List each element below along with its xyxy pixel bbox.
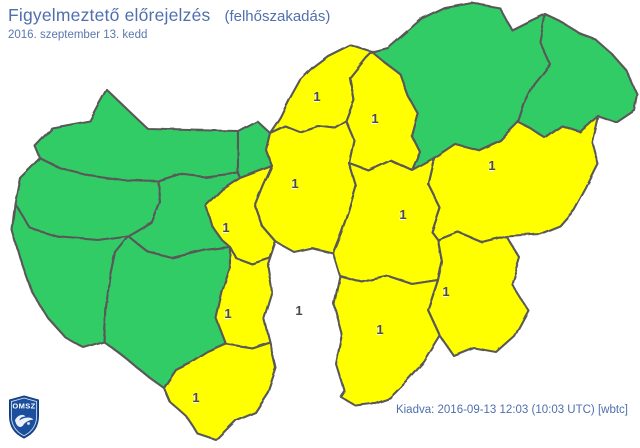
- warning-level-label-bacs-kiskun: 1: [295, 303, 302, 318]
- warning-type-label: (felhőszakadás): [224, 8, 331, 25]
- county-baranya[interactable]: [162, 340, 278, 442]
- county-tolna[interactable]: [214, 240, 278, 350]
- warning-level-label-bekes: 1: [442, 284, 449, 299]
- logo-inner-line: [11, 397, 37, 437]
- warning-level-label-csongrad: 1: [376, 322, 383, 337]
- logo-text: OMSZ: [12, 402, 35, 411]
- county-gyor-moson-sopron[interactable]: [33, 88, 240, 183]
- warning-level-label-fejer: 1: [222, 220, 229, 235]
- warning-level-label-tolna: 1: [224, 306, 231, 321]
- issued-timestamp: Kiadva: 2016-09-13 12:03 (10:03 UTC) [wb…: [395, 404, 628, 416]
- omsz-logo: OMSZ: [9, 395, 39, 439]
- warning-level-label-jasz-nagykun-szolnok: 1: [399, 207, 406, 222]
- forecast-date: 2016. szeptember 13. kedd: [8, 29, 148, 41]
- warning-level-label-pest: 1: [291, 176, 298, 191]
- logo-wave-icon: [15, 414, 34, 427]
- header: Figyelmeztető előrejelzés (felhőszakadás…: [8, 5, 330, 41]
- warning-level-label-baranya: 1: [192, 390, 199, 405]
- logo-shield: [9, 395, 39, 439]
- warning-level-label-hajdu-bihar: 1: [488, 158, 495, 173]
- warning-level-label-nograd: 1: [313, 89, 320, 104]
- county-csongrad[interactable]: [332, 274, 442, 408]
- page-title: Figyelmeztető előrejelzés: [8, 5, 211, 25]
- warning-level-label-heves: 1: [371, 111, 378, 126]
- logo-wave-dot: [27, 422, 30, 425]
